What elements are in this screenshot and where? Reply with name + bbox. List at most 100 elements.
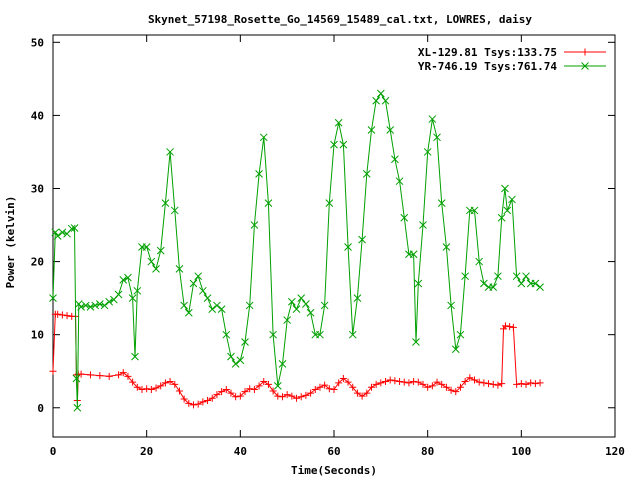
data-point xyxy=(185,399,193,407)
data-point xyxy=(405,379,413,387)
data-point xyxy=(133,286,142,295)
data-point xyxy=(199,286,207,295)
series-1 xyxy=(49,310,544,409)
data-point xyxy=(485,380,493,388)
x-tick-label: 100 xyxy=(511,445,531,458)
data-point xyxy=(129,378,137,386)
data-point xyxy=(517,380,525,388)
data-point xyxy=(53,232,62,240)
data-point xyxy=(325,385,333,393)
data-point xyxy=(302,391,310,399)
data-point xyxy=(231,360,240,368)
data-point xyxy=(466,374,474,382)
x-axis-label: Time(Seconds) xyxy=(291,464,377,477)
data-point xyxy=(232,393,240,401)
data-point xyxy=(423,148,432,156)
data-point xyxy=(353,389,361,397)
axes: 0 10 20 30 40 50 0 20 40 60 80 100 120 xyxy=(31,34,625,458)
data-point xyxy=(241,388,249,396)
data-point xyxy=(451,345,460,354)
data-point xyxy=(428,382,436,390)
data-point xyxy=(115,371,123,379)
data-point xyxy=(433,378,441,386)
data-point xyxy=(227,352,235,361)
legend-marker xyxy=(581,48,589,56)
data-point xyxy=(471,376,478,384)
data-point xyxy=(442,383,450,391)
data-point xyxy=(86,371,94,379)
data-point xyxy=(512,272,521,281)
data-point xyxy=(344,243,352,251)
data-point xyxy=(307,389,315,397)
data-point xyxy=(320,301,329,310)
x-tick-label: 20 xyxy=(140,445,153,458)
data-point xyxy=(236,392,244,400)
data-point xyxy=(180,395,188,403)
data-point xyxy=(293,394,301,402)
data-point xyxy=(461,377,469,385)
data-point xyxy=(349,383,357,391)
data-point xyxy=(456,383,464,391)
data-point xyxy=(297,294,306,302)
data-point xyxy=(91,301,100,310)
data-point xyxy=(316,330,324,339)
x-tick-label: 120 xyxy=(605,445,625,458)
data-point xyxy=(339,140,348,149)
data-point xyxy=(49,294,57,302)
data-point xyxy=(175,265,184,273)
data-point xyxy=(190,401,197,409)
data-point xyxy=(246,385,254,393)
data-point xyxy=(128,294,137,302)
data-point xyxy=(362,170,371,178)
data-point xyxy=(166,377,174,385)
legend-marker xyxy=(581,62,589,70)
data-point xyxy=(348,330,357,339)
data-point xyxy=(517,279,526,288)
data-point xyxy=(278,360,287,368)
data-point xyxy=(58,311,66,319)
y-tick-label: 0 xyxy=(37,402,44,415)
data-point xyxy=(527,379,535,387)
data-point xyxy=(475,257,484,266)
legend-label: XL-129.81 Tsys:133.75 xyxy=(418,46,557,59)
x-tick-label: 40 xyxy=(234,445,247,458)
data-point xyxy=(96,372,104,380)
data-point xyxy=(428,115,437,123)
data-point xyxy=(156,246,165,255)
data-point xyxy=(325,199,334,207)
plot-frame xyxy=(52,34,616,438)
data-point xyxy=(208,394,216,402)
data-point xyxy=(222,330,231,339)
data-point xyxy=(217,305,226,313)
data-point xyxy=(400,378,408,386)
y-tick-label: 40 xyxy=(31,109,44,122)
data-point xyxy=(381,96,390,105)
data-point xyxy=(222,385,230,393)
data-point xyxy=(236,356,245,365)
data-point xyxy=(461,272,469,281)
x-tick-label: 60 xyxy=(327,445,340,458)
data-point xyxy=(143,385,151,393)
data-point xyxy=(119,276,128,284)
data-point xyxy=(414,279,423,288)
data-point xyxy=(316,383,324,391)
data-point xyxy=(213,301,221,310)
y-tick-label: 10 xyxy=(31,329,44,342)
y-tick-label: 30 xyxy=(31,182,44,195)
data-point xyxy=(400,213,409,222)
data-point xyxy=(49,367,57,375)
data-point xyxy=(105,297,114,306)
data-point xyxy=(475,378,483,386)
data-point xyxy=(278,393,286,401)
data-point xyxy=(438,380,446,388)
data-point xyxy=(330,385,338,393)
data-point xyxy=(447,301,455,310)
data-point xyxy=(344,378,352,386)
data-point xyxy=(157,382,165,390)
series-line xyxy=(52,92,541,408)
data-point xyxy=(442,243,451,251)
data-point xyxy=(152,384,160,392)
data-point xyxy=(501,322,509,330)
